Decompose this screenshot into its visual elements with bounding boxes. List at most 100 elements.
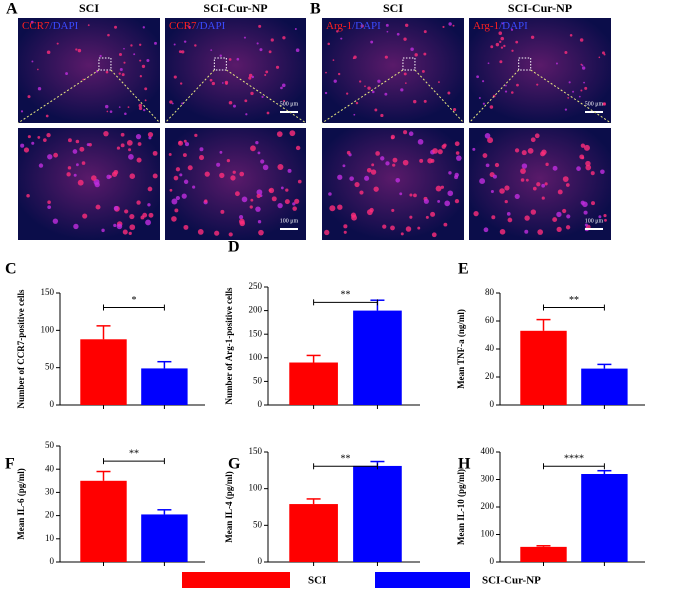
y-tick-label: 150 <box>249 446 263 456</box>
cell-signal <box>183 40 187 43</box>
cell-signal <box>198 154 205 161</box>
cell-signal <box>248 76 252 80</box>
cell-signal <box>504 200 508 204</box>
cell-signal <box>86 143 90 147</box>
cell-signal <box>499 229 506 235</box>
cell-signal <box>353 113 356 116</box>
scale-label: 500 μm <box>585 101 604 107</box>
cell-signal <box>256 193 261 199</box>
cell-signal <box>124 112 127 116</box>
cell-signal <box>183 179 189 184</box>
y-tick-label: 20 <box>45 510 55 520</box>
cell-signal <box>489 105 494 109</box>
cell-signal <box>173 175 179 181</box>
cell-signal <box>403 72 407 76</box>
cell-signal <box>268 187 275 194</box>
column-title: SCI <box>383 1 403 15</box>
cell-signal <box>82 213 88 219</box>
zoom-line <box>17 69 100 124</box>
cell-signal <box>175 167 181 172</box>
panel-letter: A <box>6 1 18 18</box>
cell-signal <box>444 200 451 207</box>
column-title: SCI-Cur-NP <box>508 1 572 15</box>
cell-signal <box>423 30 427 34</box>
cell-signal <box>87 24 90 27</box>
cell-signal <box>188 25 191 29</box>
bar <box>581 474 628 562</box>
cell-signal <box>530 137 536 143</box>
cell-signal <box>30 20 34 24</box>
panel-letter: E <box>458 261 469 278</box>
cell-signal <box>66 172 71 177</box>
cell-signal <box>138 103 143 108</box>
cell-signal <box>346 92 349 95</box>
cell-signal <box>75 163 79 167</box>
counterstain-name: /DAPI <box>352 20 381 32</box>
cell-signal <box>283 99 286 102</box>
cell-signal <box>384 55 388 59</box>
cell-signal <box>209 78 213 82</box>
cell-signal <box>582 201 588 208</box>
cell-signal <box>485 163 490 168</box>
column-title: SCI <box>79 1 99 15</box>
cell-signal <box>495 42 500 47</box>
cell-signal <box>354 181 360 188</box>
cell-signal <box>277 163 284 170</box>
cell-signal <box>297 179 302 184</box>
panel-letter: H <box>458 456 471 473</box>
cell-signal <box>562 176 569 182</box>
cell-signal <box>256 42 259 45</box>
cell-signal <box>27 135 31 139</box>
cell-signal <box>329 205 336 212</box>
cell-signal <box>582 66 586 70</box>
cell-signal <box>584 86 588 90</box>
cell-signal <box>405 82 407 84</box>
cell-signal <box>52 218 59 224</box>
cell-signal <box>178 140 182 144</box>
cell-signal <box>219 150 223 154</box>
cell-signal <box>280 86 283 90</box>
cell-signal <box>441 144 446 149</box>
cell-signal <box>122 229 128 235</box>
y-tick-label: 100 <box>41 324 55 334</box>
cell-signal <box>214 230 220 236</box>
cell-signal <box>47 205 52 210</box>
cell-signal <box>454 175 459 180</box>
cell-signal <box>386 30 389 33</box>
cell-signal <box>256 189 263 196</box>
cell-signal <box>580 63 583 66</box>
cell-signal <box>583 81 585 84</box>
cell-signal <box>123 61 126 64</box>
cell-signal <box>236 57 240 61</box>
cell-signal <box>289 130 296 137</box>
y-tick-label: 0 <box>258 556 263 566</box>
stain-label: Arg-1/DAPI <box>326 20 381 32</box>
cell-signal <box>562 208 567 214</box>
cell-signal <box>128 154 134 160</box>
cell-signal <box>31 141 35 145</box>
cell-signal <box>421 69 425 73</box>
significance-label: * <box>131 295 136 306</box>
marker-name: Arg-1 <box>473 20 499 32</box>
cell-signal <box>250 145 256 152</box>
cell-signal <box>136 200 141 205</box>
cell-signal <box>192 185 196 189</box>
cell-signal <box>109 110 113 113</box>
cell-signal <box>487 137 494 144</box>
y-tick-label: 50 <box>253 375 263 385</box>
cell-signal <box>179 82 183 85</box>
significance-label: ** <box>569 295 579 306</box>
cell-signal <box>413 193 417 198</box>
cell-signal <box>598 56 601 59</box>
cell-signal <box>265 70 269 74</box>
cell-signal <box>228 232 233 237</box>
cell-signal <box>569 34 573 37</box>
cell-signal <box>417 226 421 230</box>
cell-signal <box>145 219 151 226</box>
cell-signal <box>541 196 545 200</box>
cell-signal <box>380 156 385 161</box>
cell-signal <box>408 131 414 137</box>
panel-letter: C <box>5 261 17 278</box>
cell-signal <box>105 70 109 74</box>
stain-label: Arg-1/DAPI <box>473 20 528 32</box>
